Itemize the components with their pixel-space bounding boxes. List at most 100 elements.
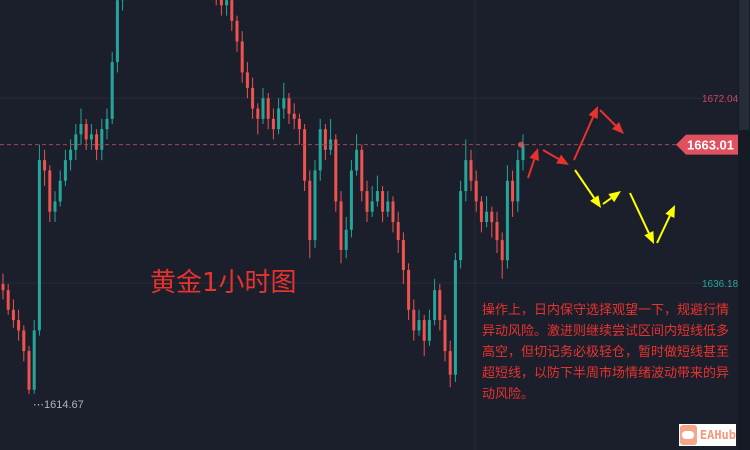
arrow-head-icon [644, 231, 654, 244]
candle-body [511, 180, 515, 202]
watermark-logo: EAHub [679, 424, 736, 446]
candle-body [256, 108, 260, 119]
candle-body [105, 118, 109, 130]
candle-body [469, 160, 473, 181]
candle-body [230, 0, 234, 21]
candle-body [58, 180, 62, 202]
candle-body [11, 309, 15, 321]
candle-body [417, 320, 421, 331]
candle-body [401, 240, 405, 271]
arrow-shaft [602, 197, 612, 205]
candle-body [459, 191, 463, 261]
y-tick-label: 1672.04 [702, 94, 739, 105]
candle-body [282, 98, 286, 109]
candle-body [251, 87, 255, 109]
candle-body [303, 129, 307, 181]
chart-label: 黄金1小时图 [150, 268, 297, 298]
candle-body [32, 330, 36, 390]
arrow-head-icon [556, 154, 569, 165]
candle-body [318, 129, 322, 171]
candle-body [412, 309, 416, 331]
candle-body [443, 320, 447, 352]
candle-body [339, 201, 343, 250]
candle-body [110, 62, 114, 119]
arrow-head-icon [588, 106, 598, 119]
candle-body [474, 180, 478, 202]
candle-body [381, 191, 385, 212]
candle-body [219, 0, 223, 6]
candle-body [1, 283, 5, 291]
analysis-note: 操作上，日内保守选择观望一下，规避行情异动风险。激进则继续尝试区间内短线低多高空… [482, 303, 730, 402]
candle-body [235, 20, 239, 42]
arrow-head-icon [529, 148, 539, 161]
candle-body [500, 240, 504, 261]
current-price-badge [676, 134, 738, 155]
candle-body [490, 211, 494, 223]
candle-body [292, 113, 296, 119]
candle-body [100, 129, 104, 150]
candle-body [370, 201, 374, 212]
candle-body [349, 170, 353, 230]
candle-body [48, 170, 52, 212]
arrow-shaft [527, 159, 536, 179]
candle-body [464, 160, 468, 192]
candle-body [245, 72, 249, 88]
arrow-head-icon [665, 205, 675, 218]
candle-body [6, 290, 10, 310]
candle-body [297, 118, 301, 130]
candle-body [43, 160, 47, 171]
arrow-head-icon [590, 195, 601, 208]
arrow-shaft [542, 149, 560, 160]
candle-body [422, 320, 426, 341]
candle-body [313, 170, 317, 241]
candle-body [266, 98, 270, 119]
candle-body [22, 330, 26, 352]
candle-body [89, 134, 93, 140]
arrow-head-icon [608, 191, 621, 203]
candle-body [53, 201, 57, 212]
robot-icon [680, 425, 697, 445]
arrow-head-icon [611, 121, 624, 134]
candle-body [521, 144, 525, 161]
candle-body [37, 160, 41, 331]
candle-body [485, 211, 489, 223]
candle-body [79, 124, 83, 135]
candle-body [407, 270, 411, 310]
candle-body [433, 290, 437, 321]
candle-body [365, 191, 369, 212]
candle-body [516, 160, 520, 202]
y-tick-label: 1636.18 [702, 279, 739, 290]
candle-body [334, 139, 338, 202]
candle-body [355, 149, 359, 171]
candle-body [27, 351, 31, 390]
candle-body [225, 0, 229, 6]
candle-body [344, 229, 348, 250]
candle-body [308, 180, 312, 241]
candle-body [386, 201, 390, 212]
candle-body [438, 290, 442, 321]
candle-body [84, 124, 88, 140]
candle-body [69, 149, 73, 161]
candle-body [95, 134, 99, 150]
arrow-shaft [573, 116, 595, 161]
arrow-shaft [599, 109, 617, 127]
candle-body [240, 41, 244, 73]
candle-body [479, 201, 483, 223]
last-price-dot [518, 141, 524, 148]
candle-body [495, 222, 499, 241]
logo-text: EAHub [699, 428, 736, 442]
candle-body [261, 98, 265, 119]
candle-body [453, 260, 457, 375]
candle-body [74, 134, 78, 150]
scrollbar-thumb[interactable] [739, 0, 749, 130]
candle-body [505, 180, 509, 261]
arrow-shaft [629, 192, 650, 234]
low-price-label: ⋯1614.67 [33, 399, 84, 411]
candle-body [277, 108, 281, 130]
candle-body [287, 98, 291, 114]
candle-body [427, 320, 431, 341]
arrow-shaft [574, 169, 596, 199]
current-price-label: 1663.01 [687, 138, 734, 153]
candle-body [375, 191, 379, 202]
